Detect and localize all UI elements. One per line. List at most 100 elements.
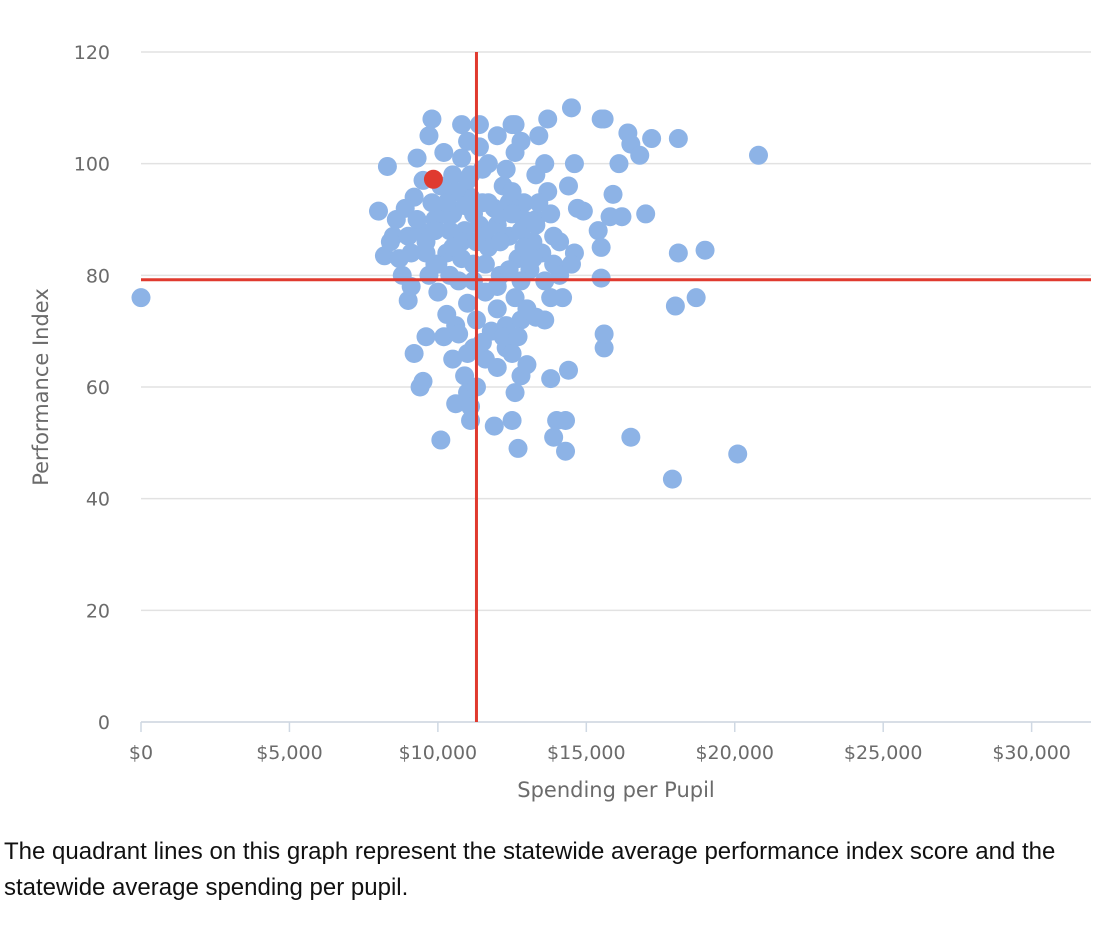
data-point (478, 154, 498, 174)
data-point (428, 282, 448, 302)
chart-canvas: 0 20 40 60 80 100 120 $0 $5,000 $10,000 $15,000 $2… (29, 42, 1091, 802)
data-point (541, 288, 561, 308)
data-point (499, 260, 519, 280)
data-point (695, 240, 715, 260)
data-points (131, 98, 768, 489)
data-point (564, 154, 584, 174)
data-point (487, 299, 507, 319)
data-point (573, 201, 593, 221)
data-point (443, 165, 463, 185)
data-point (514, 237, 534, 257)
quadrant-lines (141, 52, 1091, 722)
data-point (425, 254, 445, 274)
highlight-point-layer (423, 169, 443, 189)
data-point (668, 243, 688, 263)
y-axis-title: Performance Index (29, 288, 53, 486)
data-point (490, 232, 510, 252)
data-point (603, 184, 623, 204)
data-point (469, 137, 489, 157)
data-point (458, 170, 478, 190)
data-point (612, 207, 632, 227)
data-point (469, 115, 489, 135)
data-point (502, 344, 522, 363)
data-point (455, 366, 475, 386)
data-point (413, 371, 433, 391)
scatter-chart: 0 20 40 60 80 100 120 $0 $5,000 $10,000 $15,000 $2… (29, 42, 1091, 802)
data-point (446, 394, 466, 414)
data-point (434, 143, 454, 162)
data-point (455, 196, 475, 216)
data-point (407, 210, 427, 229)
data-point (419, 126, 439, 146)
data-point (369, 201, 388, 221)
data-point (407, 148, 427, 168)
data-point (502, 204, 522, 224)
data-point (609, 154, 629, 174)
data-point (591, 268, 611, 288)
data-point (496, 159, 516, 179)
x-tick-labels: $0 $5,000 $10,000 $15,000 $20,000 $25,000 $30,… (129, 742, 1071, 764)
data-point (630, 145, 650, 165)
data-point (401, 277, 421, 296)
data-point (449, 324, 469, 344)
data-point (511, 131, 531, 151)
highlight-point (423, 169, 443, 189)
data-point (665, 296, 685, 316)
data-point (452, 115, 472, 135)
data-point (487, 277, 507, 296)
data-point (505, 288, 525, 308)
data-point (556, 441, 576, 461)
data-point (508, 327, 528, 347)
y-tick-labels: 0 20 40 60 80 100 120 (74, 42, 110, 734)
data-point (621, 427, 641, 447)
data-point (559, 360, 578, 380)
data-point (493, 327, 513, 347)
data-point (502, 411, 522, 430)
data-point (404, 344, 424, 363)
y-tick-label: 80 (86, 265, 110, 287)
data-point (443, 349, 463, 369)
data-point (594, 324, 614, 344)
data-point (422, 193, 442, 213)
data-point (502, 182, 522, 202)
y-tick-label: 60 (86, 377, 110, 399)
data-point (538, 109, 558, 129)
x-tick-label: $20,000 (695, 742, 774, 764)
y-tick-label: 20 (86, 600, 110, 622)
data-point (514, 193, 534, 213)
chart-caption: The quadrant lines on this graph represe… (4, 838, 1056, 901)
data-point (517, 355, 537, 375)
x-axis-title: Spending per Pupil (517, 778, 715, 802)
data-point (591, 237, 611, 257)
data-point (517, 299, 537, 319)
data-point (749, 145, 768, 165)
data-point (425, 221, 445, 241)
data-point (529, 193, 549, 213)
data-point (544, 427, 564, 447)
data-point (561, 254, 581, 274)
data-point (686, 288, 706, 308)
data-point (559, 176, 578, 196)
data-point (434, 327, 454, 347)
y-tick-label: 40 (86, 489, 110, 511)
data-point (541, 204, 561, 224)
data-point (529, 126, 549, 146)
data-point (458, 344, 478, 363)
data-point (484, 416, 504, 436)
x-tick-label: $10,000 (399, 742, 478, 764)
data-point (416, 327, 436, 347)
y-tick-label: 120 (74, 42, 110, 64)
data-point (401, 243, 421, 263)
x-tick-label: $30,000 (992, 742, 1071, 764)
data-point (475, 254, 495, 274)
data-point (487, 126, 507, 146)
data-point (458, 293, 478, 313)
data-point (535, 154, 555, 174)
data-point (662, 469, 682, 489)
data-point (550, 232, 570, 252)
data-point (535, 310, 555, 330)
data-point (642, 129, 662, 149)
grid-lines (140, 51, 1091, 732)
data-point (487, 357, 507, 377)
data-point (526, 215, 546, 235)
